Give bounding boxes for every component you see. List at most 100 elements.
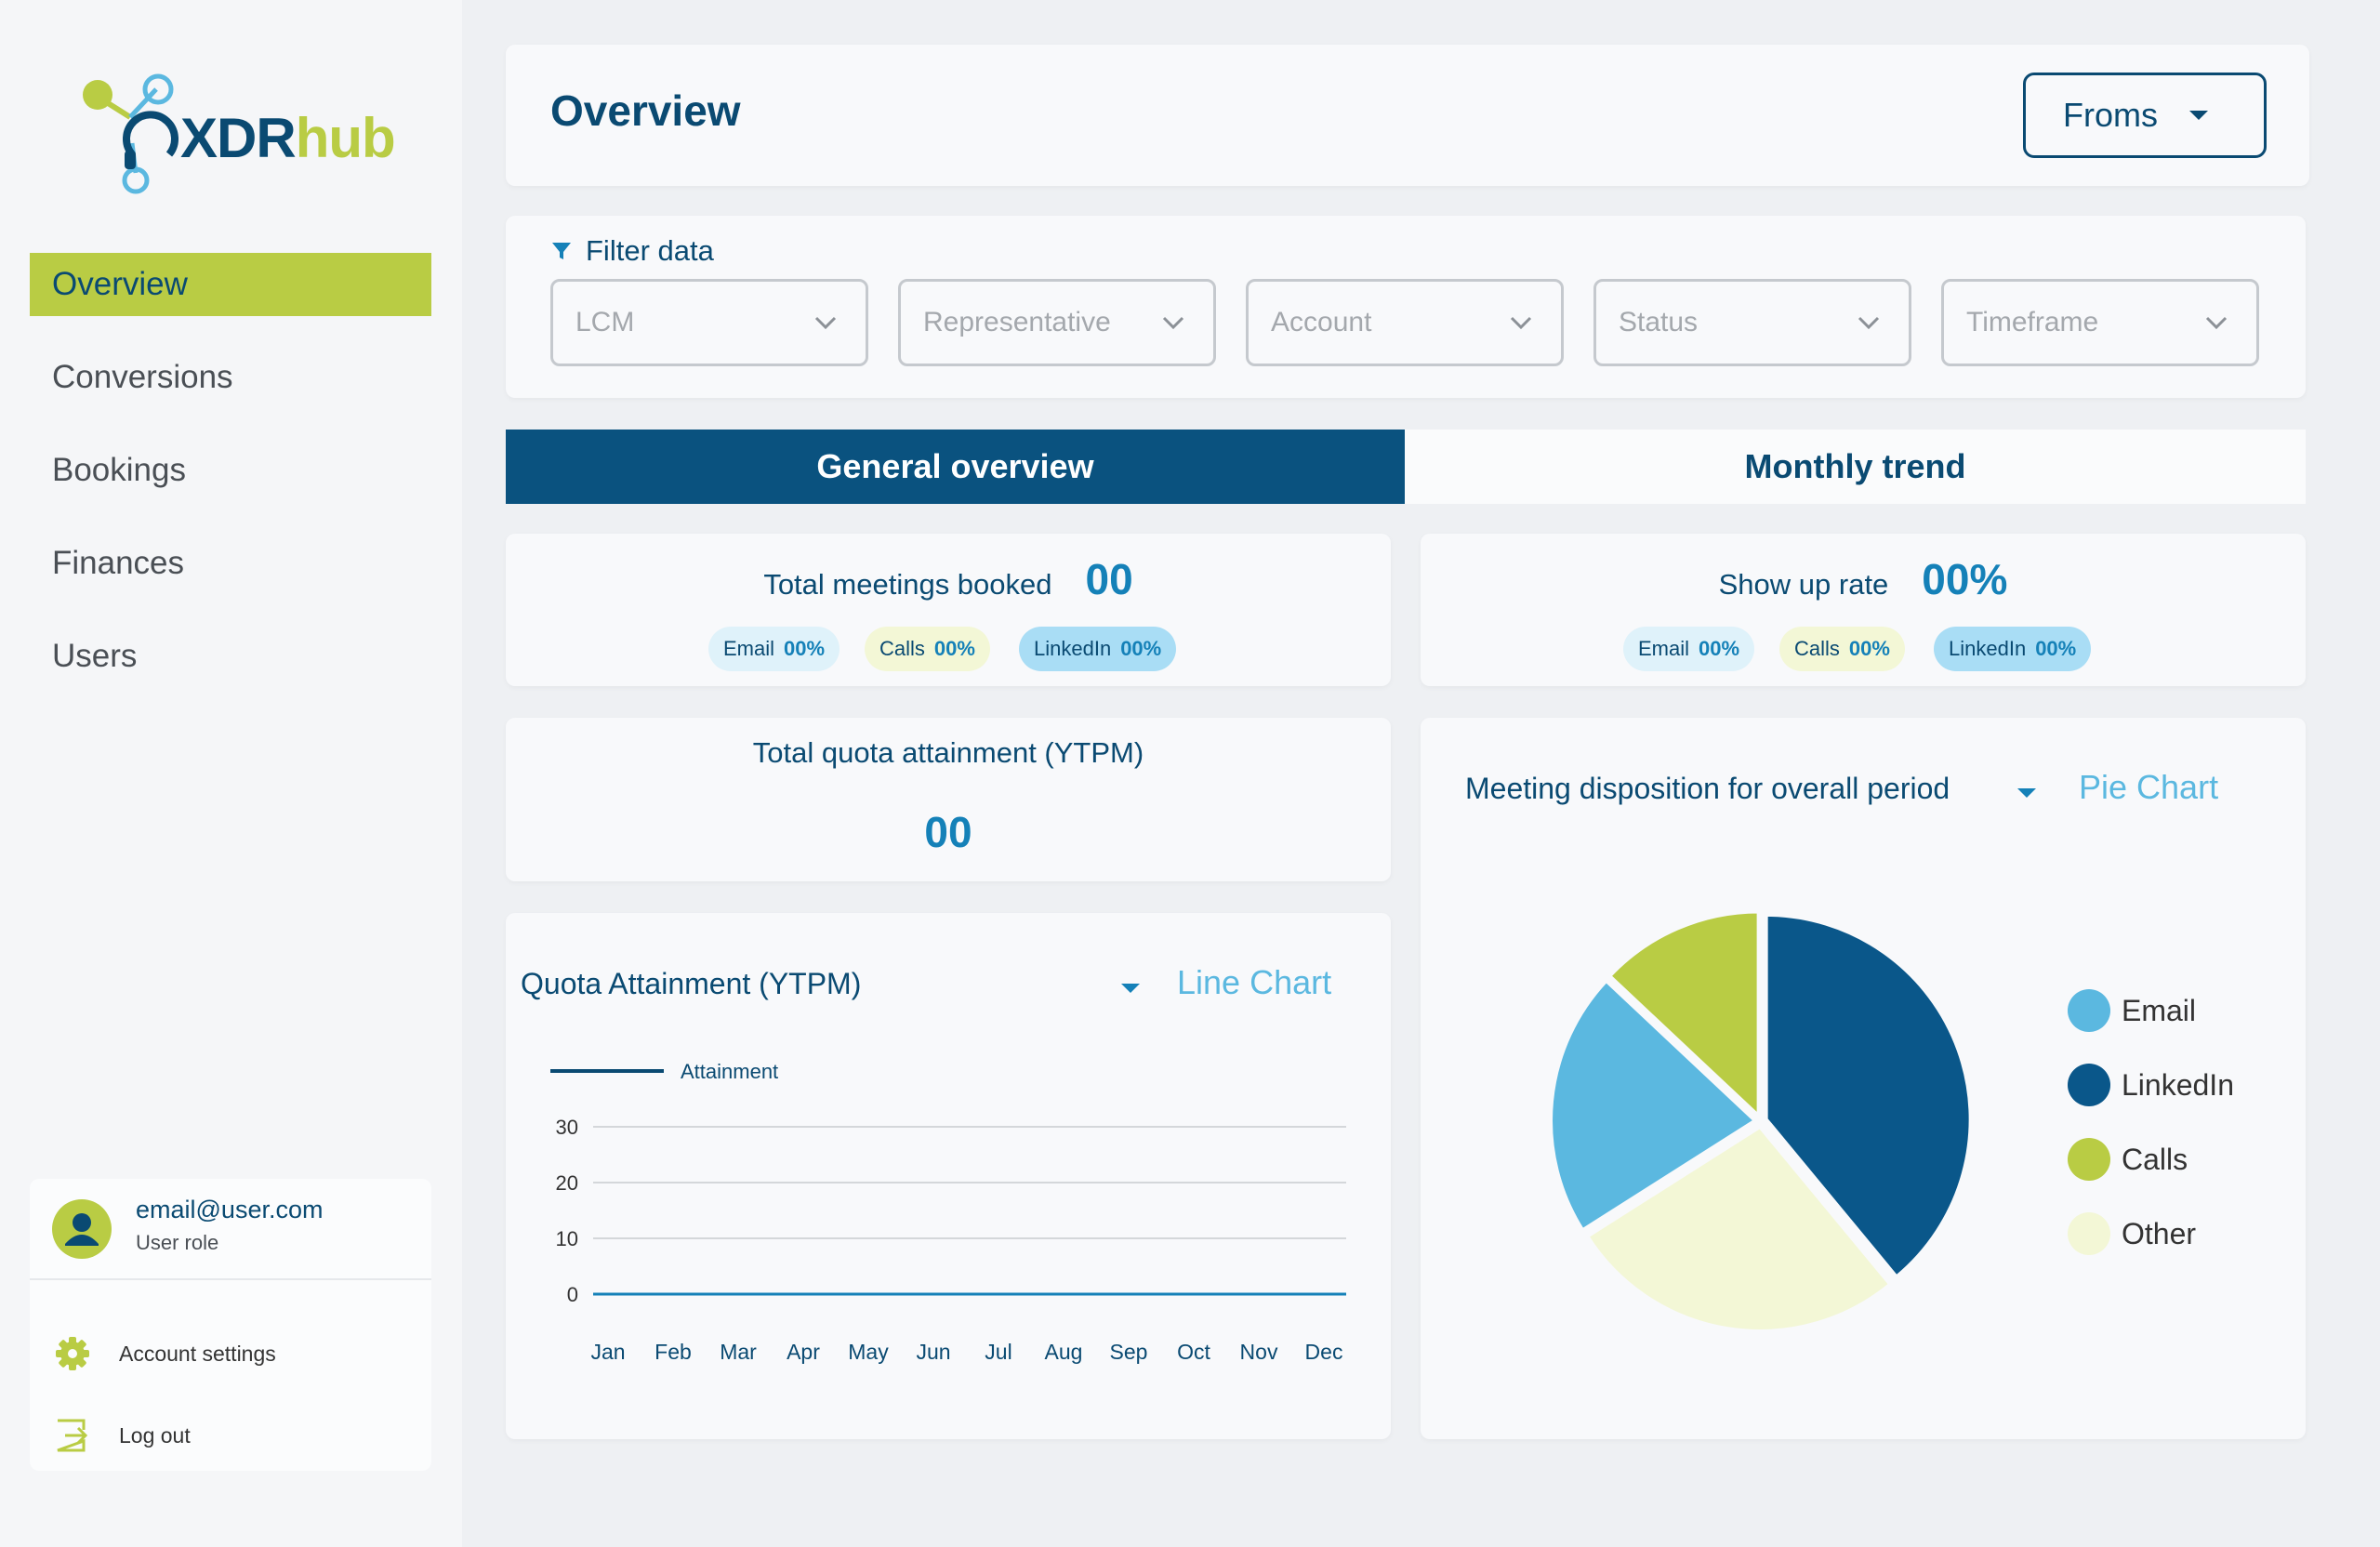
show-up-rate-row: Show up rate 00% — [1421, 554, 2306, 604]
froms-label: Froms — [2063, 96, 2158, 134]
filter-label: Filter data — [550, 234, 714, 268]
pie-chart-card: Meeting disposition for overall period P… — [1421, 718, 2306, 1439]
x-tick-label: Aug — [1045, 1340, 1083, 1364]
divider — [30, 1278, 431, 1280]
pill-value: 00% — [784, 637, 826, 660]
x-tick-label: Sep — [1110, 1340, 1148, 1364]
sidebar-item-finances[interactable]: Finances — [30, 532, 431, 595]
total-meetings-card: Total meetings booked 00 Email 00% Calls 0… — [506, 534, 1391, 686]
pie-slice-calls[interactable] — [1606, 909, 1761, 1121]
legend-dot — [2068, 1212, 2110, 1255]
logo-text-hub: hub — [295, 107, 396, 169]
legend-dot — [2068, 1138, 2110, 1181]
account-select[interactable]: Account — [1246, 279, 1564, 366]
pie-chart — [1549, 909, 1973, 1333]
line-chart-heading: Quota Attainment (YTPM) — [521, 967, 862, 1000]
legend-dot — [2068, 989, 2110, 1032]
linkedin-pill: LinkedIn 00% — [1019, 627, 1177, 671]
pill-value: 00% — [1699, 637, 1740, 660]
caret-down-icon[interactable] — [1121, 984, 1140, 993]
logo-network-icon — [83, 73, 178, 194]
sidebar-item-label: Conversions — [52, 359, 233, 395]
quota-attainment-label: Total quota attainment (YTPM) — [752, 736, 1144, 769]
legend-label: Email — [2122, 993, 2197, 1027]
chevron-down-icon — [814, 316, 837, 330]
sidebar-item-overview[interactable]: Overview — [30, 253, 431, 316]
linkedin-pill: LinkedIn 00% — [1934, 627, 2092, 671]
tab-label: General overview — [816, 447, 1094, 485]
x-tick-label: Dec — [1305, 1340, 1343, 1364]
total-meetings-row: Total meetings booked 00 — [506, 554, 1391, 604]
user-icon — [65, 1213, 99, 1246]
pie-chart-type-selector[interactable]: Pie Chart — [2079, 768, 2219, 806]
pie-slice-email[interactable] — [1549, 978, 1759, 1234]
sidebar-item-bookings[interactable]: Bookings — [30, 439, 431, 502]
avatar[interactable] — [52, 1199, 112, 1259]
legend-item-email: Email — [2068, 989, 2196, 1032]
tab-monthly-trend[interactable]: Monthly trend — [1405, 430, 2306, 504]
sidebar-item-label: Bookings — [52, 452, 186, 488]
pie-slice-other[interactable] — [1584, 1124, 1894, 1333]
sidebar-item-users[interactable]: Users — [30, 625, 431, 688]
sidebar-item-label: Users — [52, 638, 138, 674]
header-card: Overview Froms — [506, 45, 2309, 186]
timeframe-select-value: Timeframe — [1966, 307, 2099, 337]
log-out-link[interactable]: Log out — [52, 1415, 191, 1456]
chevron-down-icon — [2205, 316, 2228, 330]
show-up-rate-label: Show up rate — [1718, 568, 1889, 601]
calls-pill: Calls 00% — [1779, 627, 1905, 671]
pill-value: 00% — [1120, 637, 1162, 660]
pie-chart-heading: Meeting disposition for overall period — [1465, 772, 1950, 805]
caret-down-icon — [2189, 111, 2208, 120]
total-meetings-value: 00 — [1085, 555, 1133, 603]
pill-label: Calls — [879, 637, 925, 660]
x-tick-label: Jun — [916, 1340, 950, 1364]
x-tick-label: May — [848, 1340, 889, 1364]
logo-text-xdr: XDR — [180, 107, 297, 169]
status-select[interactable]: Status — [1593, 279, 1911, 366]
legend-label: Calls — [2122, 1142, 2188, 1176]
pill-label: Email — [1638, 637, 1690, 660]
caret-down-icon[interactable] — [2017, 788, 2036, 798]
logo-wordmark: XDRhub — [180, 106, 396, 170]
lcm-select[interactable]: LCM — [550, 279, 868, 366]
x-tick-label: Mar — [720, 1340, 757, 1364]
status-select-value: Status — [1619, 307, 1699, 337]
legend-series-name: Attainment — [681, 1060, 778, 1083]
sidebar-item-conversions[interactable]: Conversions — [30, 346, 431, 409]
pill-value: 00% — [1848, 637, 1890, 660]
y-tick-label: 20 — [556, 1171, 578, 1195]
pill-label: Calls — [1794, 637, 1840, 660]
pill-value: 00% — [2035, 637, 2077, 660]
email-pill: Email 00% — [708, 627, 840, 671]
y-tick-label: 0 — [567, 1283, 578, 1306]
user-email: email@user.com — [136, 1196, 324, 1223]
line-chart-card: Quota Attainment (YTPM) Line Chart Attai… — [506, 913, 1391, 1439]
tab-general-overview[interactable]: General overview — [506, 430, 1405, 504]
lcm-select-value: LCM — [575, 307, 635, 337]
calls-pill: Calls 00% — [865, 627, 990, 671]
filter-icon — [552, 243, 571, 259]
x-tick-label: Jul — [985, 1340, 1012, 1364]
page-title: Overview — [550, 86, 741, 135]
xdrhub-logo[interactable]: XDRhub — [74, 69, 396, 199]
legend-item-calls: Calls — [2068, 1138, 2188, 1181]
x-tick-label: Jan — [590, 1340, 625, 1364]
x-tick-label: Apr — [787, 1340, 820, 1364]
tab-label: Monthly trend — [1744, 447, 1966, 485]
representative-select[interactable]: Representative — [898, 279, 1216, 366]
account-select-value: Account — [1271, 307, 1372, 337]
show-up-rate-value: 00% — [1922, 555, 2008, 603]
froms-dropdown[interactable]: Froms — [2023, 73, 2267, 158]
user-card: email@user.com User role Account setting… — [30, 1179, 431, 1471]
timeframe-select[interactable]: Timeframe — [1941, 279, 2259, 366]
account-settings-link[interactable]: Account settings — [52, 1333, 276, 1374]
chevron-down-icon — [1858, 316, 1880, 330]
filter-label-text: Filter data — [586, 234, 714, 267]
x-tick-label: Nov — [1240, 1340, 1278, 1364]
line-chart-type-selector[interactable]: Line Chart — [1177, 963, 1332, 1001]
filter-card: Filter data LCM Representative Account S… — [506, 216, 2306, 398]
gear-icon — [52, 1333, 93, 1374]
pie-slice-linkedin[interactable] — [1764, 912, 1973, 1280]
legend-label: Other — [2122, 1216, 2197, 1250]
